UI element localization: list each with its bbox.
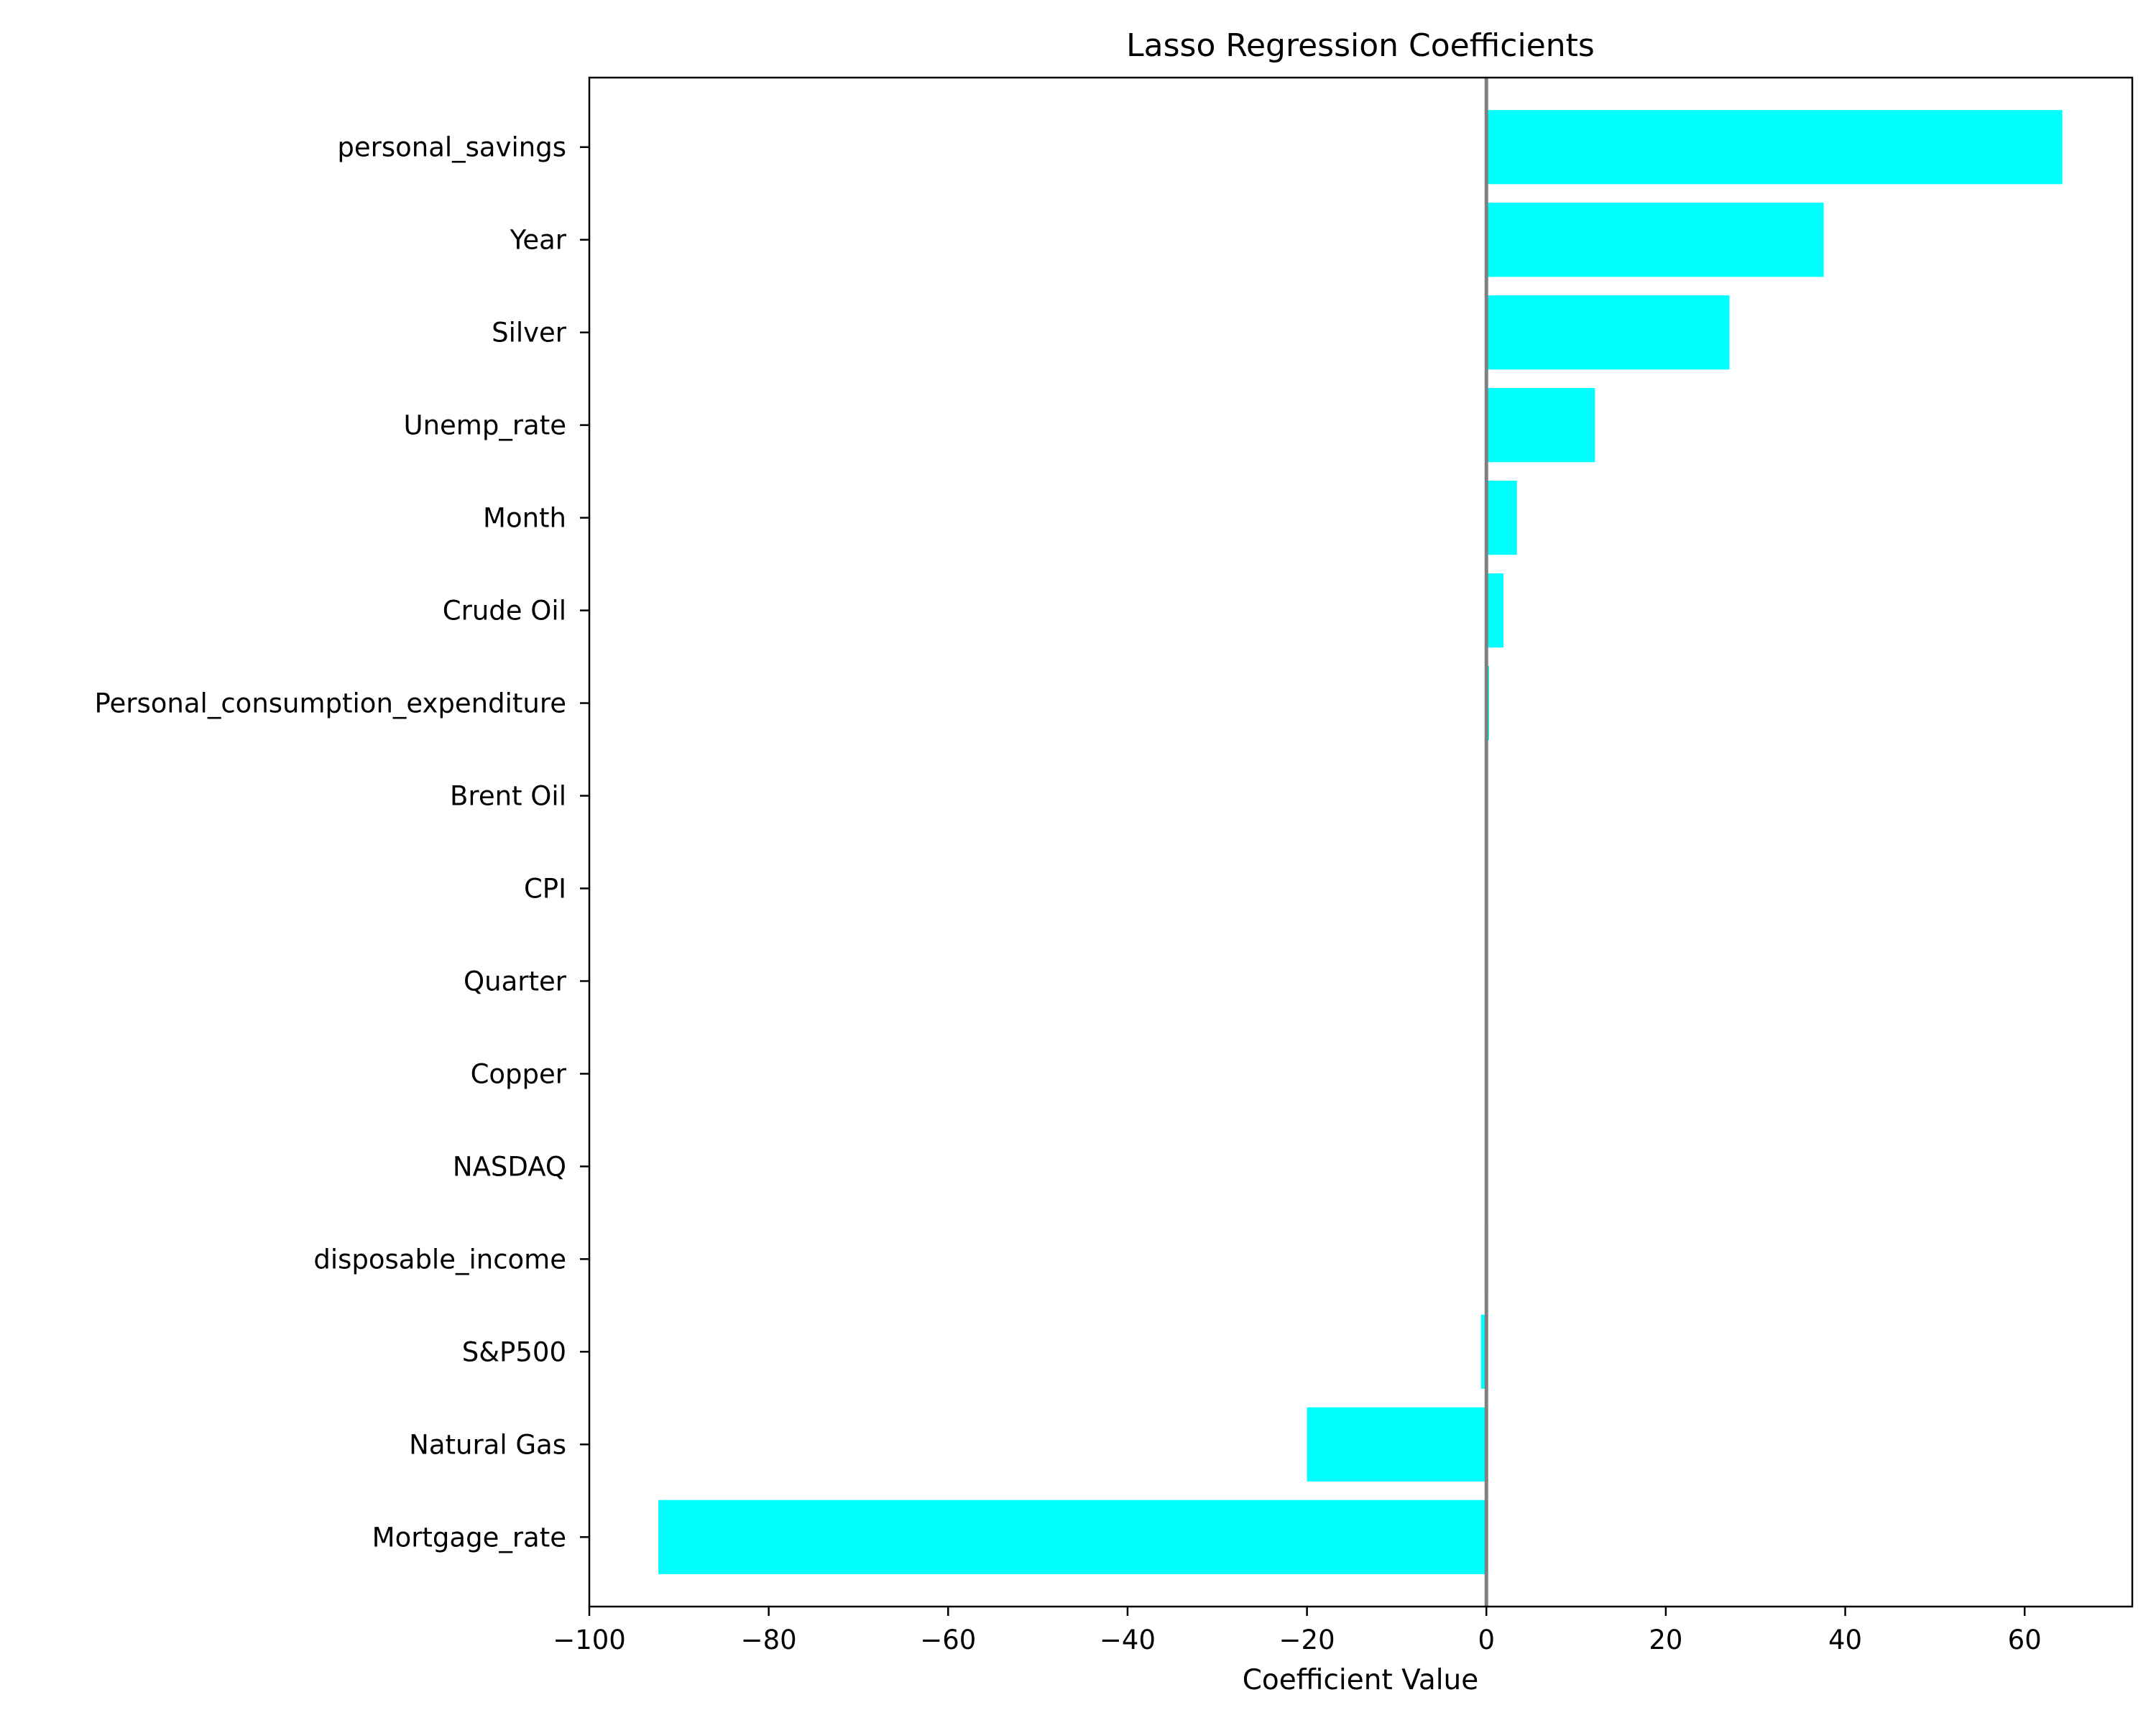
y-tick-label: Quarter: [464, 966, 567, 997]
x-tick-label: 60: [2008, 1625, 2042, 1655]
x-tick-label: 20: [1649, 1625, 1682, 1655]
y-tick-label: Personal_consumption_expenditure: [95, 688, 566, 719]
x-tick-label: −100: [553, 1625, 626, 1655]
x-axis-label: Coefficient Value: [1243, 1664, 1479, 1696]
y-tick-label: Natural Gas: [409, 1429, 566, 1460]
y-tick-label: CPI: [524, 873, 566, 904]
y-tick-label: Copper: [471, 1058, 567, 1089]
y-tick-label: disposable_income: [313, 1244, 566, 1275]
x-tick-label: 40: [1828, 1625, 1862, 1655]
y-tick-label: Brent Oil: [450, 781, 566, 812]
y-tick-label: Mortgage_rate: [372, 1522, 566, 1553]
x-tick-label: −60: [920, 1625, 976, 1655]
bar-crude-oil: [1486, 573, 1503, 648]
y-tick-label: personal_savings: [337, 132, 566, 163]
y-tick-label: Crude Oil: [443, 596, 566, 627]
bars-layer: [658, 110, 2063, 1574]
bar-month: [1486, 481, 1517, 555]
x-tick-label: −20: [1279, 1625, 1335, 1655]
y-tick-label: Unemp_rate: [404, 410, 566, 441]
y-tick-label: Month: [483, 503, 566, 534]
bar-mortgage-rate: [658, 1500, 1487, 1574]
x-tick-label: 0: [1478, 1625, 1495, 1655]
y-tick-label: S&P500: [462, 1336, 566, 1367]
x-axis: −100 −80 −60 −40 −20 0 20 40 60: [553, 1607, 2042, 1655]
y-tick-label: Year: [510, 225, 567, 256]
x-tick-label: −40: [1100, 1625, 1156, 1655]
y-tick-label: NASDAQ: [453, 1151, 566, 1182]
bar-s-p500: [1480, 1314, 1487, 1389]
bar-silver: [1486, 295, 1730, 370]
bar-personal-savings: [1486, 110, 2063, 185]
bar-unemp-rate: [1486, 388, 1595, 463]
bar-year: [1486, 203, 1824, 277]
x-tick-label: −80: [741, 1625, 797, 1655]
y-tick-label: Silver: [492, 318, 567, 348]
bar-natural-gas: [1307, 1407, 1487, 1482]
plot-frame: [588, 76, 2134, 1608]
y-axis: personal_savings Year Silver Unemp_rate Mont…: [95, 132, 589, 1553]
chart-title: Lasso Regression Coefficients: [1126, 27, 1595, 64]
